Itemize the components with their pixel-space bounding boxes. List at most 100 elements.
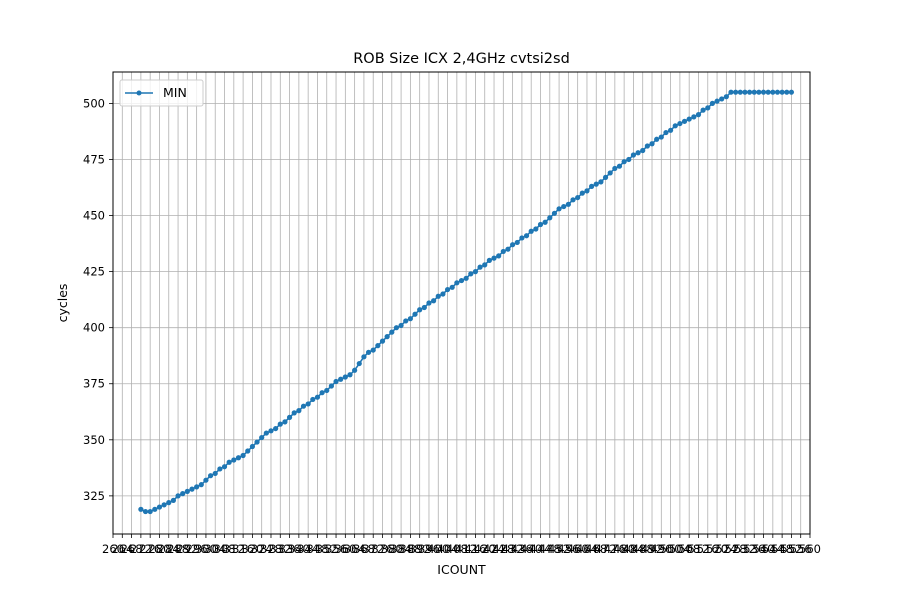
data-point <box>296 408 302 414</box>
x-tick-label: 264 <box>111 542 133 556</box>
data-point <box>746 89 753 95</box>
x-tick-label: 372 <box>362 542 384 556</box>
data-point <box>407 316 413 322</box>
data-point <box>602 174 609 181</box>
data-point <box>235 455 242 461</box>
x-tick-label: 300 <box>195 542 217 556</box>
x-tick-label: 284 <box>158 542 180 556</box>
x-tick-label: 556 <box>790 542 812 556</box>
data-point <box>654 136 660 142</box>
data-point <box>686 116 692 122</box>
data-point <box>579 190 585 196</box>
data-point <box>319 390 325 396</box>
data-point <box>514 239 520 246</box>
data-point <box>203 477 209 483</box>
data-point <box>449 284 455 290</box>
data-point <box>649 141 655 147</box>
data-point <box>733 89 739 95</box>
data-point <box>384 334 390 340</box>
x-tick-label: 356 <box>325 542 347 556</box>
data-point <box>286 414 293 420</box>
data-point <box>314 394 321 400</box>
data-point <box>268 428 274 434</box>
x-tick-label: 328 <box>260 542 282 556</box>
plot-area-frame <box>112 71 811 535</box>
data-point <box>770 89 776 95</box>
y-tick-label: 350 <box>83 433 105 447</box>
data-point <box>440 291 446 297</box>
data-point <box>161 502 167 508</box>
legend: MIN <box>119 79 204 107</box>
data-point <box>500 248 506 255</box>
data-point <box>737 89 743 95</box>
data-point <box>551 210 558 216</box>
data-point <box>523 233 530 239</box>
data-point <box>784 89 790 95</box>
data-point <box>352 367 358 373</box>
x-tick-label: 476 <box>604 542 626 556</box>
data-point <box>403 318 409 324</box>
x-tick-label: 404 <box>437 542 459 556</box>
data-point <box>138 506 144 512</box>
data-point <box>142 508 149 515</box>
x-tick-label: 292 <box>176 542 198 556</box>
data-point <box>333 378 339 385</box>
data-point <box>779 89 785 95</box>
data-point <box>300 403 307 409</box>
x-tick-label: 548 <box>771 542 793 556</box>
data-point <box>180 491 186 497</box>
data-point <box>695 112 702 118</box>
data-point <box>338 376 344 382</box>
data-point <box>393 325 400 331</box>
x-tick-label: 504 <box>669 542 691 556</box>
data-point <box>147 508 153 515</box>
data-point <box>714 98 720 104</box>
x-tick-label: 332 <box>269 542 291 556</box>
data-point <box>282 419 288 425</box>
data-point <box>458 277 465 284</box>
data-point <box>426 300 432 306</box>
data-point <box>589 183 595 189</box>
x-tick-label: 544 <box>762 542 784 556</box>
data-point <box>347 372 353 378</box>
x-tick-label: 496 <box>650 542 672 556</box>
y-axis-label: cycles <box>55 284 70 323</box>
data-point <box>194 484 200 490</box>
data-point <box>184 488 190 494</box>
data-point <box>621 159 627 165</box>
data-point <box>328 383 334 389</box>
data-point <box>259 434 265 441</box>
x-tick-label: 416 <box>464 542 486 556</box>
y-tick-label: 375 <box>83 377 105 391</box>
data-point <box>310 396 316 403</box>
x-tick-label: 432 <box>502 542 524 556</box>
series-layer <box>138 89 795 515</box>
x-tick-label: 296 <box>186 542 208 556</box>
data-point <box>444 286 451 293</box>
x-tick-label: 500 <box>660 542 682 556</box>
x-tick-label: 508 <box>678 542 700 556</box>
data-point <box>691 114 697 120</box>
x-tick-label: 488 <box>632 542 654 556</box>
data-point <box>751 89 757 95</box>
data-point <box>254 439 260 445</box>
data-point <box>477 264 483 270</box>
x-tick-label: 524 <box>715 542 737 556</box>
x-tick-label: 280 <box>148 542 170 556</box>
data-point <box>742 89 748 95</box>
y-tick-label: 425 <box>83 265 105 279</box>
data-point <box>561 203 567 210</box>
data-point <box>370 347 376 353</box>
x-tick-label: 400 <box>427 542 449 556</box>
data-point <box>533 226 539 232</box>
y-tick-label: 500 <box>83 96 105 110</box>
x-tick-label: 428 <box>492 542 514 556</box>
data-point <box>435 293 441 299</box>
data-point <box>491 255 497 261</box>
data-point <box>389 329 395 335</box>
data-point <box>365 349 372 355</box>
data-point <box>630 152 637 158</box>
data-point <box>537 221 544 228</box>
x-tick-label: 484 <box>622 542 644 556</box>
